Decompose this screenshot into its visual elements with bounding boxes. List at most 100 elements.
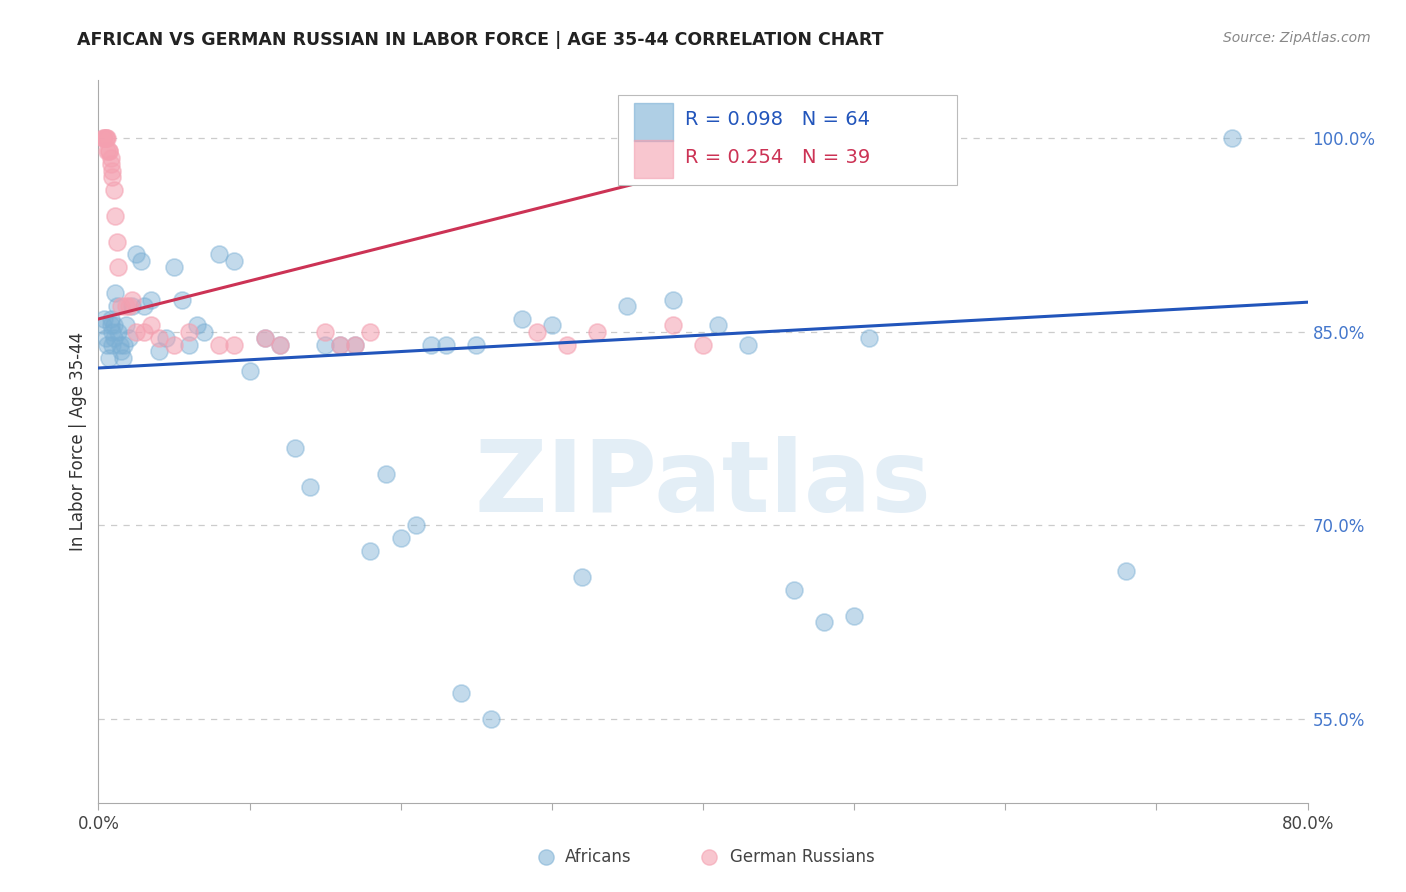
Point <box>540 318 562 333</box>
Point <box>125 247 148 261</box>
Point <box>329 338 352 352</box>
Point <box>314 338 336 352</box>
Point <box>98 351 121 365</box>
Point <box>101 325 124 339</box>
FancyBboxPatch shape <box>634 103 672 141</box>
Point <box>481 712 503 726</box>
Point <box>141 318 163 333</box>
Point <box>510 312 533 326</box>
Text: Source: ZipAtlas.com: Source: ZipAtlas.com <box>1223 31 1371 45</box>
Point <box>103 318 125 333</box>
Point <box>118 331 141 345</box>
Point <box>783 582 806 597</box>
Text: ZIPatlas: ZIPatlas <box>475 436 931 533</box>
FancyBboxPatch shape <box>634 140 672 178</box>
Point <box>253 331 276 345</box>
FancyBboxPatch shape <box>619 95 957 185</box>
Point <box>100 157 122 171</box>
Point <box>111 351 134 365</box>
Point <box>571 570 593 584</box>
Point <box>858 331 880 345</box>
Point <box>224 253 246 268</box>
Point <box>692 338 714 352</box>
Point <box>121 293 143 307</box>
Point <box>434 338 457 352</box>
Point <box>148 331 170 345</box>
Point <box>155 331 177 345</box>
Point <box>100 312 122 326</box>
Point <box>314 325 336 339</box>
Point <box>269 338 291 352</box>
Text: Africans: Africans <box>565 848 631 866</box>
Point <box>586 325 609 339</box>
Point <box>239 363 262 377</box>
Point <box>329 338 352 352</box>
Point <box>94 131 117 145</box>
Point <box>186 318 208 333</box>
Point <box>450 686 472 700</box>
Point <box>269 338 291 352</box>
Point <box>105 235 128 249</box>
Point <box>389 531 412 545</box>
Point <box>299 480 322 494</box>
Point <box>163 260 186 275</box>
Point <box>163 338 186 352</box>
Point <box>107 325 129 339</box>
Point <box>813 615 835 630</box>
Point <box>98 145 121 159</box>
Point <box>104 286 127 301</box>
Point <box>96 145 118 159</box>
Point <box>616 299 638 313</box>
Point <box>253 331 276 345</box>
Point <box>112 338 135 352</box>
Point <box>208 247 231 261</box>
Point <box>1220 131 1243 145</box>
Text: R = 0.254   N = 39: R = 0.254 N = 39 <box>685 147 870 167</box>
Point <box>114 299 136 313</box>
Point <box>141 293 163 307</box>
Point <box>360 325 382 339</box>
Point <box>98 145 121 159</box>
Point <box>179 325 201 339</box>
Point <box>121 299 143 313</box>
Point <box>179 338 201 352</box>
Point <box>420 338 443 352</box>
Point <box>107 260 129 275</box>
Point <box>208 338 231 352</box>
Point <box>101 163 124 178</box>
Point <box>91 131 114 145</box>
Point <box>114 318 136 333</box>
Point <box>707 318 730 333</box>
Point <box>170 293 193 307</box>
Point <box>405 518 427 533</box>
Point <box>344 338 367 352</box>
Point <box>555 338 578 352</box>
Point <box>96 131 118 145</box>
Point <box>148 344 170 359</box>
Point <box>101 338 124 352</box>
Point <box>101 169 124 184</box>
Point <box>526 325 548 339</box>
Point <box>96 338 118 352</box>
Text: German Russians: German Russians <box>730 848 875 866</box>
Y-axis label: In Labor Force | Age 35-44: In Labor Force | Age 35-44 <box>69 332 87 551</box>
Point <box>661 293 683 307</box>
Point <box>284 441 307 455</box>
Point <box>93 312 115 326</box>
Point <box>103 183 125 197</box>
Point <box>93 131 115 145</box>
Point <box>105 299 128 313</box>
Point <box>118 299 141 313</box>
Point <box>110 299 132 313</box>
Point <box>108 338 131 352</box>
Point <box>94 131 117 145</box>
Point <box>193 325 215 339</box>
Point <box>91 318 114 333</box>
Point <box>374 467 396 481</box>
Point <box>344 338 367 352</box>
Point <box>132 325 155 339</box>
Point <box>110 344 132 359</box>
Point <box>465 338 488 352</box>
Point <box>104 209 127 223</box>
Text: R = 0.098   N = 64: R = 0.098 N = 64 <box>685 110 870 129</box>
